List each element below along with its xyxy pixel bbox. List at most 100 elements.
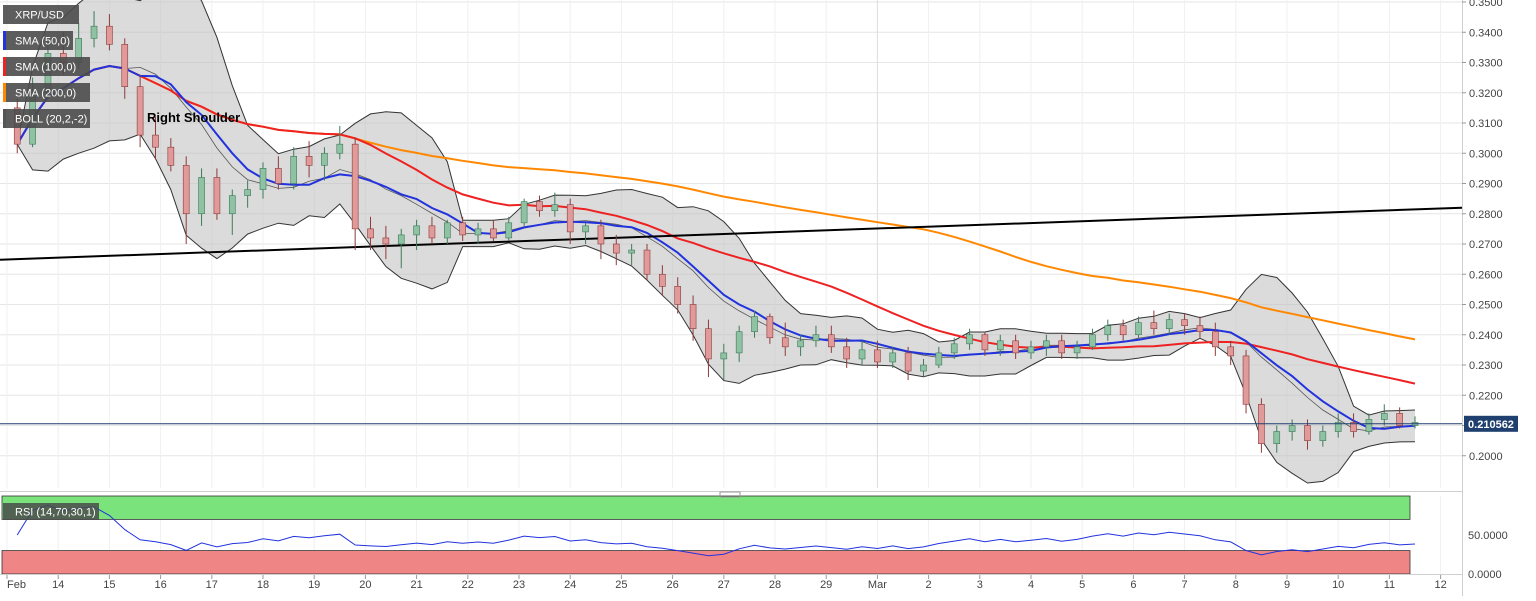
candle-body bbox=[1396, 413, 1403, 426]
rsi-legend-label: RSI (14,70,30,1) bbox=[15, 507, 96, 519]
candle-body bbox=[1165, 319, 1173, 329]
candle-body bbox=[920, 364, 927, 372]
candle bbox=[305, 141, 313, 178]
candle-body bbox=[735, 331, 743, 354]
candle bbox=[367, 216, 374, 251]
sma-100-line bbox=[16, 64, 1416, 385]
indicator-legend: SMA (50,0) bbox=[3, 31, 73, 50]
candle-body bbox=[1196, 325, 1204, 333]
candle-body bbox=[1350, 422, 1357, 432]
x-tick-label: 6 bbox=[1130, 579, 1136, 591]
x-tick-label: 12 bbox=[1434, 579, 1446, 591]
candle bbox=[244, 180, 251, 208]
candle bbox=[935, 346, 943, 369]
y-tick-label: 0.2700 bbox=[1469, 239, 1503, 251]
candle-body bbox=[1212, 331, 1219, 348]
candle-body bbox=[382, 237, 390, 245]
candle-body bbox=[1104, 325, 1112, 336]
candle bbox=[444, 219, 451, 244]
x-tick-label: 11 bbox=[1384, 579, 1395, 591]
candle-body bbox=[1334, 422, 1342, 432]
x-tick-label: Feb bbox=[7, 579, 26, 591]
candle-body bbox=[1150, 322, 1158, 329]
candle-body bbox=[858, 349, 866, 360]
candle-body bbox=[397, 234, 405, 245]
candle-body bbox=[720, 352, 728, 360]
overlays: 0.210562 Right Shoulder XRP/USD SMA (50,0) S… bbox=[0, 5, 1518, 498]
candle-body bbox=[781, 337, 789, 348]
candle-body bbox=[843, 346, 850, 360]
bollinger-lower-line bbox=[16, 133, 1416, 484]
candle-body bbox=[705, 328, 712, 360]
candle-body bbox=[490, 228, 497, 239]
candle bbox=[551, 192, 559, 217]
candle bbox=[659, 265, 666, 296]
candle-body bbox=[935, 352, 943, 366]
y-tick-label: 0.3400 bbox=[1469, 27, 1503, 39]
candle bbox=[966, 328, 973, 350]
candle bbox=[397, 228, 405, 269]
candle-body bbox=[1304, 425, 1311, 441]
x-tick-label: 7 bbox=[1182, 579, 1188, 591]
x-tick-label: 23 bbox=[513, 579, 525, 591]
legend-box bbox=[3, 57, 90, 76]
x-tick-label: 16 bbox=[154, 579, 166, 591]
candle-body bbox=[628, 249, 635, 254]
candle bbox=[904, 346, 912, 381]
annotation-right-shoulder: Right Shoulder bbox=[147, 110, 240, 125]
candle bbox=[428, 216, 436, 244]
x-tick-label: 27 bbox=[718, 579, 730, 591]
candle-body bbox=[689, 304, 697, 330]
y-tick-label: 0.2600 bbox=[1469, 269, 1503, 281]
candle bbox=[213, 168, 221, 220]
candle-body bbox=[1227, 346, 1234, 357]
candle bbox=[950, 337, 958, 359]
y-tick-label: 0.2000 bbox=[1469, 451, 1503, 463]
legend-swatch bbox=[3, 57, 6, 76]
candle bbox=[735, 325, 743, 362]
candle-body bbox=[904, 352, 912, 372]
candle-body bbox=[996, 340, 1004, 351]
candle bbox=[705, 319, 712, 378]
y-tick-label: 0.2800 bbox=[1469, 209, 1503, 221]
candle-body bbox=[152, 134, 159, 148]
legend-swatch bbox=[3, 83, 6, 102]
candle-body bbox=[1380, 413, 1388, 420]
candle bbox=[474, 222, 482, 244]
candle-body bbox=[766, 316, 774, 339]
candle bbox=[797, 334, 804, 356]
candle-body bbox=[1073, 346, 1081, 354]
candle bbox=[351, 138, 359, 251]
x-tick-label: 5 bbox=[1079, 579, 1085, 591]
y-tick-label: 0.2400 bbox=[1469, 330, 1503, 342]
candle-body bbox=[582, 225, 589, 233]
candle-body bbox=[182, 165, 190, 215]
candle bbox=[259, 162, 267, 199]
candle-body bbox=[228, 195, 236, 215]
candle-body bbox=[336, 143, 344, 154]
candle bbox=[597, 219, 605, 260]
candle bbox=[1288, 419, 1296, 441]
candle-body bbox=[275, 168, 282, 184]
candle bbox=[198, 168, 205, 226]
candle-body bbox=[290, 155, 298, 184]
candle bbox=[167, 138, 175, 172]
candle-body bbox=[1365, 419, 1373, 432]
candle bbox=[566, 198, 574, 244]
candle bbox=[1027, 340, 1035, 359]
legend-label: XRP/USD bbox=[15, 10, 64, 22]
candle bbox=[152, 116, 159, 160]
candle bbox=[536, 195, 543, 217]
candle bbox=[1258, 398, 1265, 453]
candle bbox=[1135, 316, 1142, 338]
rsi-line bbox=[16, 504, 1416, 557]
y-tick-label: 0.2200 bbox=[1469, 390, 1503, 402]
candle bbox=[1196, 316, 1204, 338]
candle bbox=[1319, 425, 1327, 447]
candle-body bbox=[1273, 431, 1281, 444]
candle-body bbox=[812, 334, 820, 342]
legend-box bbox=[3, 109, 90, 128]
x-tick-label: 29 bbox=[820, 579, 832, 591]
